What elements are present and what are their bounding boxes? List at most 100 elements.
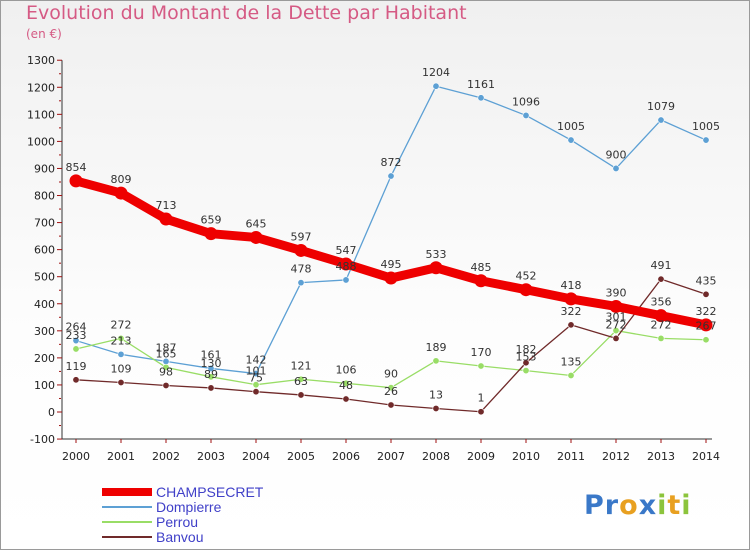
legend-item-perrou: Perrou (102, 514, 198, 530)
x-tick-label: 2003 (197, 450, 225, 463)
y-tick-label: 700 (34, 217, 55, 230)
data-point-banvou (612, 334, 620, 342)
x-tick-label: 2013 (647, 450, 675, 463)
data-label-dompierre: 1005 (692, 120, 720, 133)
x-tick-label: 2012 (602, 450, 630, 463)
data-point-banvou (387, 401, 395, 409)
data-label-champsecret: 645 (246, 217, 267, 230)
data-label-champsecret: 547 (336, 244, 357, 257)
x-tick-label: 2004 (242, 450, 270, 463)
logo-letter: r (604, 490, 620, 521)
data-point-dompierre (702, 136, 710, 144)
data-label-champsecret: 495 (381, 258, 402, 271)
data-point-perrou (657, 334, 665, 342)
data-point-champsecret (114, 186, 128, 200)
data-point-perrou (72, 345, 80, 353)
data-label-banvou: 119 (66, 360, 87, 373)
data-point-champsecret (654, 309, 668, 323)
data-label-dompierre: 142 (246, 354, 267, 367)
data-point-perrou (297, 375, 305, 383)
legend-swatch-dompierre (102, 506, 152, 508)
y-tick-label: 800 (34, 190, 55, 203)
y-tick-label: -100 (30, 433, 55, 446)
data-label-dompierre: 1005 (557, 120, 585, 133)
logo-letter: t (667, 490, 682, 521)
data-label-dompierre: 161 (201, 348, 222, 361)
data-point-champsecret (294, 243, 308, 257)
data-label-banvou: 322 (561, 305, 582, 318)
data-label-perrou: 90 (384, 368, 398, 381)
data-point-perrou (432, 357, 440, 365)
data-point-banvou (432, 404, 440, 412)
data-point-dompierre (612, 164, 620, 172)
data-label-perrou: 272 (111, 318, 132, 331)
data-point-dompierre (477, 94, 485, 102)
data-label-banvou: 109 (111, 363, 132, 376)
x-tick-label: 2007 (377, 450, 405, 463)
legend-label-champsecret: CHAMPSECRET (156, 484, 264, 500)
data-point-dompierre (432, 82, 440, 90)
data-point-banvou (252, 388, 260, 396)
data-point-champsecret (429, 261, 443, 275)
data-label-perrou: 233 (66, 329, 87, 342)
data-point-champsecret (339, 257, 353, 271)
data-label-champsecret: 854 (66, 161, 87, 174)
data-label-perrou: 301 (606, 311, 627, 324)
y-tick-label: 100 (34, 379, 55, 392)
data-label-champsecret: 356 (651, 296, 672, 309)
x-tick-label: 2006 (332, 450, 360, 463)
logo-letter: i (657, 490, 668, 521)
data-label-dompierre: 1096 (512, 95, 540, 108)
data-point-banvou (567, 321, 575, 329)
data-label-champsecret: 533 (426, 248, 447, 261)
data-label-dompierre: 213 (111, 334, 132, 347)
data-point-perrou (387, 384, 395, 392)
data-label-perrou: 170 (471, 346, 492, 359)
proxiti-logo: Proxiti (584, 490, 692, 521)
data-point-perrou (477, 362, 485, 370)
y-tick-label: 1300 (27, 54, 55, 67)
data-label-dompierre: 900 (606, 148, 627, 161)
data-point-perrou (162, 363, 170, 371)
data-point-dompierre (72, 337, 80, 345)
data-point-champsecret (474, 274, 488, 288)
logo-letter: P (584, 490, 605, 521)
logo-letter: i (681, 490, 692, 521)
data-label-champsecret: 597 (291, 230, 312, 243)
data-label-perrou: 121 (291, 359, 312, 372)
data-point-dompierre (387, 172, 395, 180)
data-point-champsecret (519, 283, 533, 297)
y-tick-label: 600 (34, 244, 55, 257)
data-label-banvou: 75 (249, 372, 263, 385)
logo-letter: x (638, 490, 658, 521)
data-label-dompierre: 1204 (422, 66, 450, 79)
data-point-perrou (207, 373, 215, 381)
data-label-banvou: 26 (384, 385, 398, 398)
data-label-banvou: 272 (606, 318, 627, 331)
data-point-banvou (297, 391, 305, 399)
data-point-champsecret (249, 230, 263, 244)
x-tick-label: 2011 (557, 450, 585, 463)
data-label-banvou: 63 (294, 375, 308, 388)
data-label-perrou: 272 (651, 318, 672, 331)
legend-swatch-perrou (102, 521, 152, 523)
data-label-dompierre: 264 (66, 321, 87, 334)
x-tick-label: 2008 (422, 450, 450, 463)
data-label-champsecret: 809 (111, 173, 132, 186)
data-point-banvou (342, 395, 350, 403)
x-tick-label: 2010 (512, 450, 540, 463)
data-point-dompierre (567, 136, 575, 144)
data-point-champsecret (564, 292, 578, 306)
data-label-champsecret: 452 (516, 270, 537, 283)
data-point-perrou (342, 379, 350, 387)
y-tick-label: 200 (34, 352, 55, 365)
data-point-dompierre (522, 111, 530, 119)
data-point-banvou (117, 379, 125, 387)
data-label-perrou: 106 (336, 363, 357, 376)
data-label-champsecret: 485 (471, 261, 492, 274)
data-point-banvou (702, 290, 710, 298)
data-label-banvou: 182 (516, 343, 537, 356)
y-tick-label: 1100 (27, 108, 55, 121)
legend-item-banvou: Banvou (102, 529, 203, 545)
data-point-banvou (207, 384, 215, 392)
